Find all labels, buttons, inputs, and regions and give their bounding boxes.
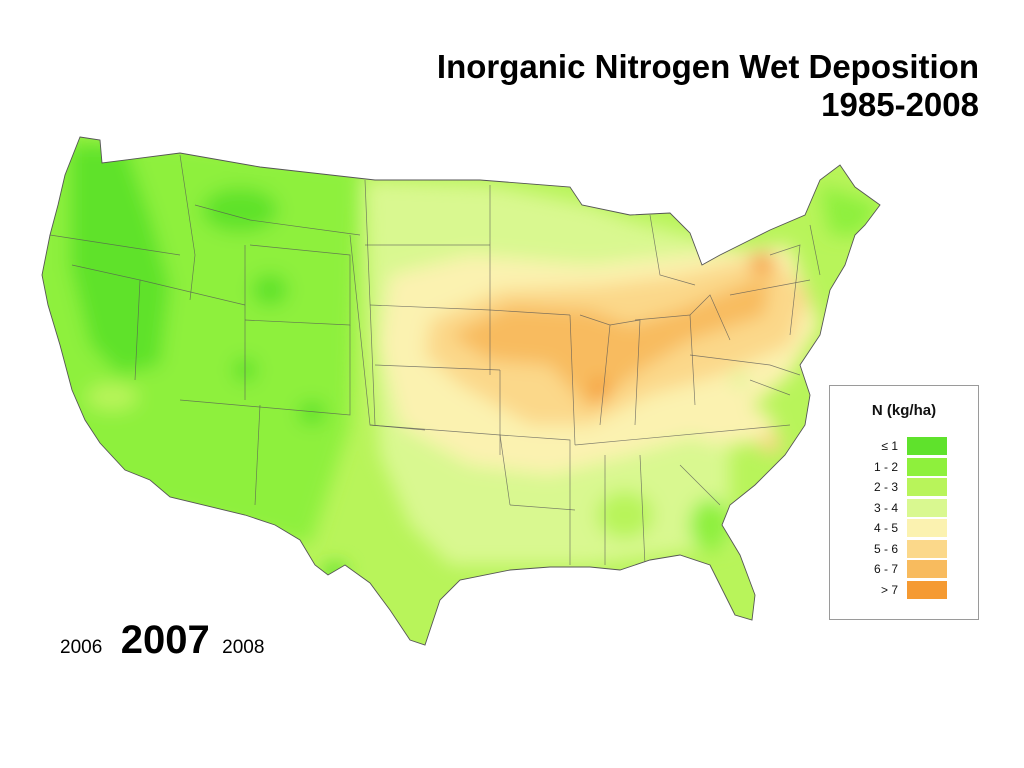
legend-title: N (kg/ha)	[871, 402, 937, 419]
previous-year-link[interactable]: 2006	[60, 637, 103, 658]
legend-row: 3 - 4	[830, 498, 980, 519]
legend-swatch	[907, 478, 947, 496]
legend-label: 1 - 2	[873, 459, 898, 474]
legend-label: 6 - 7	[873, 562, 898, 576]
legend-row: 4 - 5	[830, 518, 980, 539]
legend-label: ≤ 1	[881, 439, 898, 453]
legend-swatch	[907, 580, 947, 599]
legend-swatch	[907, 519, 947, 537]
legend-label: 4 - 5	[873, 521, 898, 535]
us-deposition-map	[41, 136, 881, 646]
title-line-2: 1985-2008	[821, 86, 979, 123]
legend-label: 3 - 4	[873, 500, 898, 515]
legend-swatch	[907, 539, 947, 558]
legend-panel: N (kg/ha) ≤ 1 1 - 2 2 - 3 3 - 4 4 - 5 5 - 6 6 …	[829, 385, 979, 620]
legend-row: 5 - 6	[830, 539, 980, 560]
legend-label: 5 - 6	[873, 541, 898, 556]
legend-label: 2 - 3	[873, 480, 898, 494]
map-title: Inorganic Nitrogen Wet Deposition 1985-2…	[437, 48, 979, 124]
legend-row: 6 - 7	[830, 559, 980, 580]
legend-row: 1 - 2	[830, 457, 980, 478]
legend-swatch	[907, 457, 947, 476]
next-year-link[interactable]: 2008	[222, 637, 265, 658]
legend-swatch	[907, 498, 947, 517]
legend-rows: ≤ 1 1 - 2 2 - 3 3 - 4 4 - 5 5 - 6 6 - 7 > 7	[830, 436, 980, 600]
legend-row: > 7	[830, 580, 980, 601]
title-line-1: Inorganic Nitrogen Wet Deposition	[436, 48, 979, 85]
legend-row: 2 - 3	[830, 477, 980, 498]
legend-row: ≤ 1	[830, 436, 980, 457]
legend-swatch	[907, 437, 947, 455]
year-navigator: 2006 2007 2008	[60, 618, 264, 663]
current-year-label: 2007	[120, 618, 210, 662]
legend-label: > 7	[880, 582, 898, 597]
legend-swatch	[907, 560, 947, 578]
